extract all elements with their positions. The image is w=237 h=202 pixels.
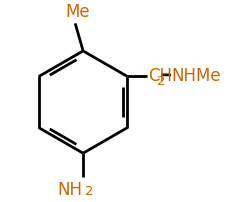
Text: Me: Me [65, 3, 90, 21]
Text: 2: 2 [157, 75, 166, 88]
Text: NH: NH [57, 180, 82, 198]
Text: NHMe: NHMe [171, 67, 221, 84]
Text: CH: CH [148, 67, 172, 84]
Text: 2: 2 [85, 184, 94, 197]
